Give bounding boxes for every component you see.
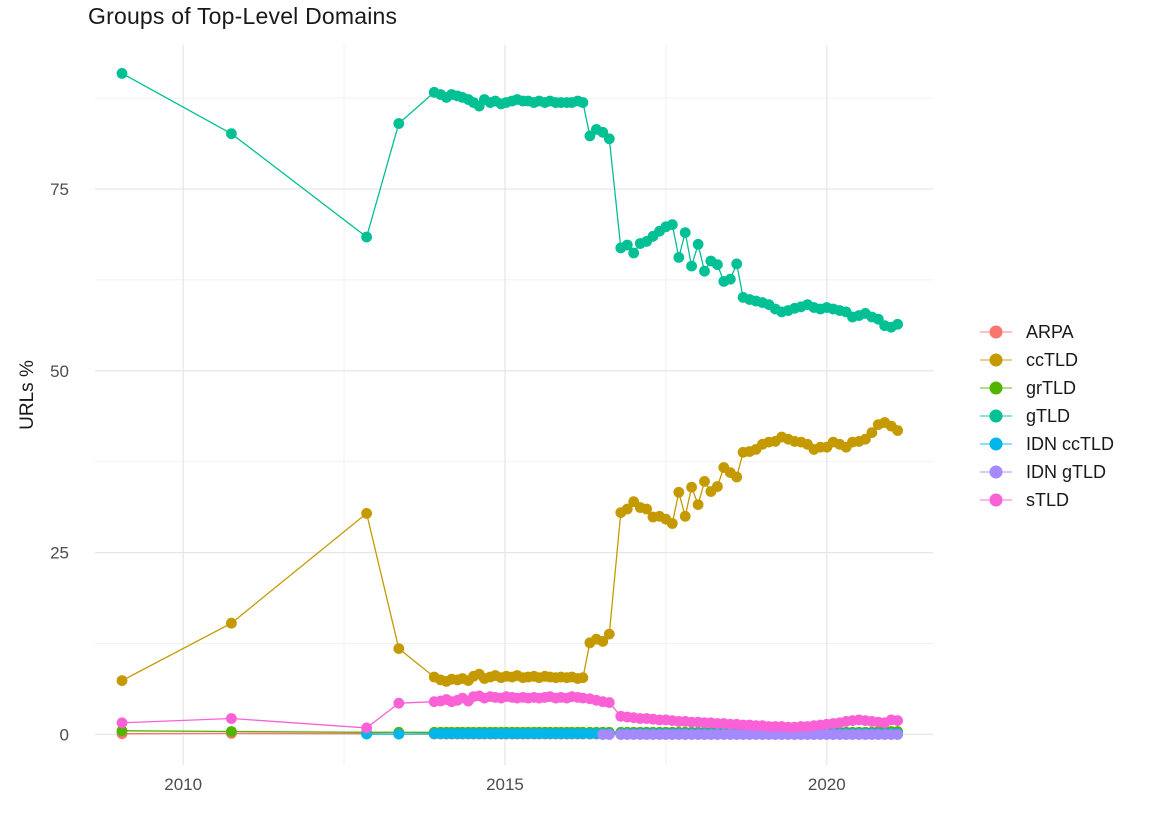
data-point [361, 231, 372, 243]
gridlines-major [95, 45, 933, 765]
data-point [226, 726, 237, 737]
legend-item: ARPA [980, 318, 1114, 346]
data-point [724, 273, 736, 285]
legend-item: ccTLD [980, 346, 1114, 374]
legend-key-icon [980, 465, 1012, 479]
legend-key-icon [980, 381, 1012, 395]
legend-item: gTLD [980, 402, 1114, 430]
data-point [603, 628, 615, 640]
legend-label: ARPA [1026, 321, 1074, 342]
data-point [666, 518, 678, 529]
series-ccTLD [116, 417, 903, 687]
legend-item: IDN gTLD [980, 458, 1114, 486]
legend-label: gTLD [1026, 405, 1071, 426]
chart-title: Groups of Top-Level Domains [88, 3, 398, 29]
legend-item: grTLD [980, 374, 1114, 402]
axis-tick-labels: 0 25 50 75 2010 2015 2020 [50, 180, 846, 794]
data-point [712, 481, 723, 492]
legend-label: grTLD [1026, 377, 1077, 398]
data-point [666, 219, 678, 231]
data-point [577, 672, 589, 684]
data-point [361, 508, 372, 519]
legend-item: IDN ccTLD [980, 430, 1114, 458]
data-point [603, 729, 615, 740]
data-point [699, 265, 710, 277]
data-point [116, 717, 128, 729]
data-point [860, 433, 871, 445]
y-tick-label: 75 [50, 180, 69, 199]
data-point [892, 425, 903, 436]
legend-label: IDN ccTLD [1026, 433, 1115, 454]
data-point [393, 643, 405, 654]
x-tick-label: 2010 [164, 775, 202, 794]
data-point [673, 486, 685, 498]
legend-key-icon [980, 493, 1012, 507]
x-tick-label: 2015 [486, 775, 524, 794]
data-point [699, 476, 710, 487]
legend-label: ccTLD [1026, 349, 1079, 370]
y-tick-label: 50 [50, 362, 69, 381]
data-point [597, 636, 609, 647]
data-point [673, 252, 685, 263]
data-point [393, 697, 405, 709]
legend-label: IDN gTLD [1026, 461, 1107, 482]
y-axis-title: URLs % [17, 360, 38, 430]
data-point [731, 258, 743, 270]
data-point [621, 239, 633, 251]
data-point [116, 675, 128, 686]
data-point [679, 227, 691, 239]
data-point [116, 68, 128, 79]
data-point [226, 713, 237, 724]
legend-label: sTLD [1026, 489, 1070, 510]
data-point [892, 715, 903, 726]
data-point [731, 471, 743, 483]
legend-key-icon [980, 437, 1012, 451]
legend: ARPA ccTLD grTLD gTLD IDN ccTLD IDN gTLD sTLD [980, 318, 1114, 514]
y-tick-label: 25 [50, 544, 69, 563]
data-point [603, 133, 615, 145]
data-point [226, 617, 237, 629]
data-point [361, 722, 372, 734]
series-IDN-gTLD [597, 729, 903, 740]
data-point [892, 729, 903, 740]
data-point [621, 503, 633, 515]
gridlines-minor [95, 45, 933, 765]
data-point [116, 725, 128, 737]
data-point [603, 697, 615, 708]
data-point [866, 427, 878, 438]
legend-key-icon [980, 353, 1012, 367]
series-gTLD [116, 68, 903, 333]
data-point [686, 260, 697, 272]
data-point [577, 97, 589, 108]
legend-key-icon [980, 325, 1012, 339]
data-point [692, 238, 704, 250]
data-point [628, 247, 640, 259]
legend-item: sTLD [980, 486, 1114, 514]
data-point [692, 499, 704, 510]
data-point [892, 318, 903, 330]
series-sTLD [116, 690, 903, 734]
data-point [712, 259, 723, 270]
data-point [686, 481, 697, 493]
x-tick-label: 2020 [808, 775, 846, 794]
data-point [393, 728, 405, 740]
legend-key-icon [980, 409, 1012, 423]
data-point [393, 118, 405, 129]
y-tick-label: 0 [60, 725, 69, 744]
data-point [641, 503, 652, 515]
data-point [226, 128, 237, 140]
data-point [679, 510, 691, 522]
